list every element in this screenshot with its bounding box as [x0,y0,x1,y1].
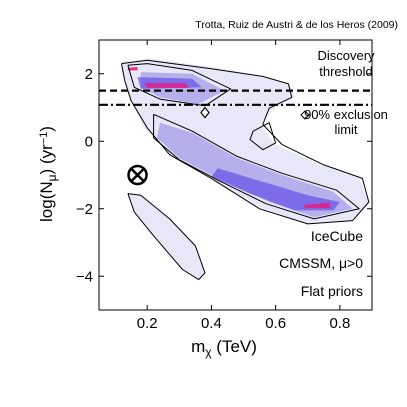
exclusion-legend-diamond-icon [300,110,310,120]
best-fit-marker [127,164,148,186]
x-axis-label: mχ (TeV) [191,337,257,359]
x-axis-label-base: m [191,337,205,356]
y-tick-label-1: −2 [76,201,93,218]
posterior-mean-marker [200,106,210,119]
density-region-mid-3 [156,122,353,218]
y-axis-label: log(Nμ) (yr−1) [37,126,59,222]
x-tick-label-1: 0.4 [201,315,222,332]
density-region-outer-1 [127,193,205,280]
y-tick-label-2: 0 [85,133,93,150]
panel-text-detector: IceCube [311,228,363,244]
y-axis-label-mid: ) (yr [37,144,56,175]
y-axis-label-pre: log(N [37,181,56,222]
density-region-peak-7 [127,67,138,71]
x-ticks: 0.2 0.4 0.6 0.8 [137,40,350,332]
posterior-mean-diamond [200,106,210,119]
best-fit-cross-b [130,167,145,183]
best-fit-circle [127,164,148,186]
panel-text-priors: Flat priors [301,283,363,299]
x-tick-label-0: 0.2 [137,315,158,332]
contour-outer-1 [121,59,370,225]
discovery-label-2: threshold [319,64,372,79]
exclusion-label-1: 90% exclusion [304,107,388,122]
contour-outer-2 [127,193,206,281]
x-tick-label-3: 0.8 [329,315,350,332]
x-axis-label-sub: χ [205,345,212,359]
contour-inner-band [153,113,360,220]
y-axis-label-post: ) [37,126,56,132]
y-axis-label-sup: −1 [38,132,50,145]
y-ticks: −4 −2 0 2 [76,66,372,285]
density-region-high-5 [211,168,340,211]
x-tick-label-2: 0.6 [265,315,286,332]
contour-layer [121,59,370,281]
contour-island [249,122,277,151]
discovery-label-1: Discovery [317,48,375,63]
y-tick-label-3: 2 [85,66,93,83]
credit-text: Trotta, Ruiz de Austri & de los Heros (2… [195,19,398,31]
density-layer [121,58,369,280]
panel-text-model: CMSSM, μ>0 [279,255,363,271]
contour-inner-top [127,63,232,107]
y-tick-label-0: −4 [76,268,93,285]
exclusion-label-2: limit [334,122,357,137]
density-region-peak-6 [144,83,189,88]
plot-frame [98,39,373,311]
y-axis-label-sub: μ [45,174,59,181]
plot-area: 0.2 0.4 0.6 0.8 −4 −2 0 2 [76,39,373,332]
density-region-peak-8 [304,202,331,209]
x-axis-label-unit: (TeV) [212,337,257,356]
